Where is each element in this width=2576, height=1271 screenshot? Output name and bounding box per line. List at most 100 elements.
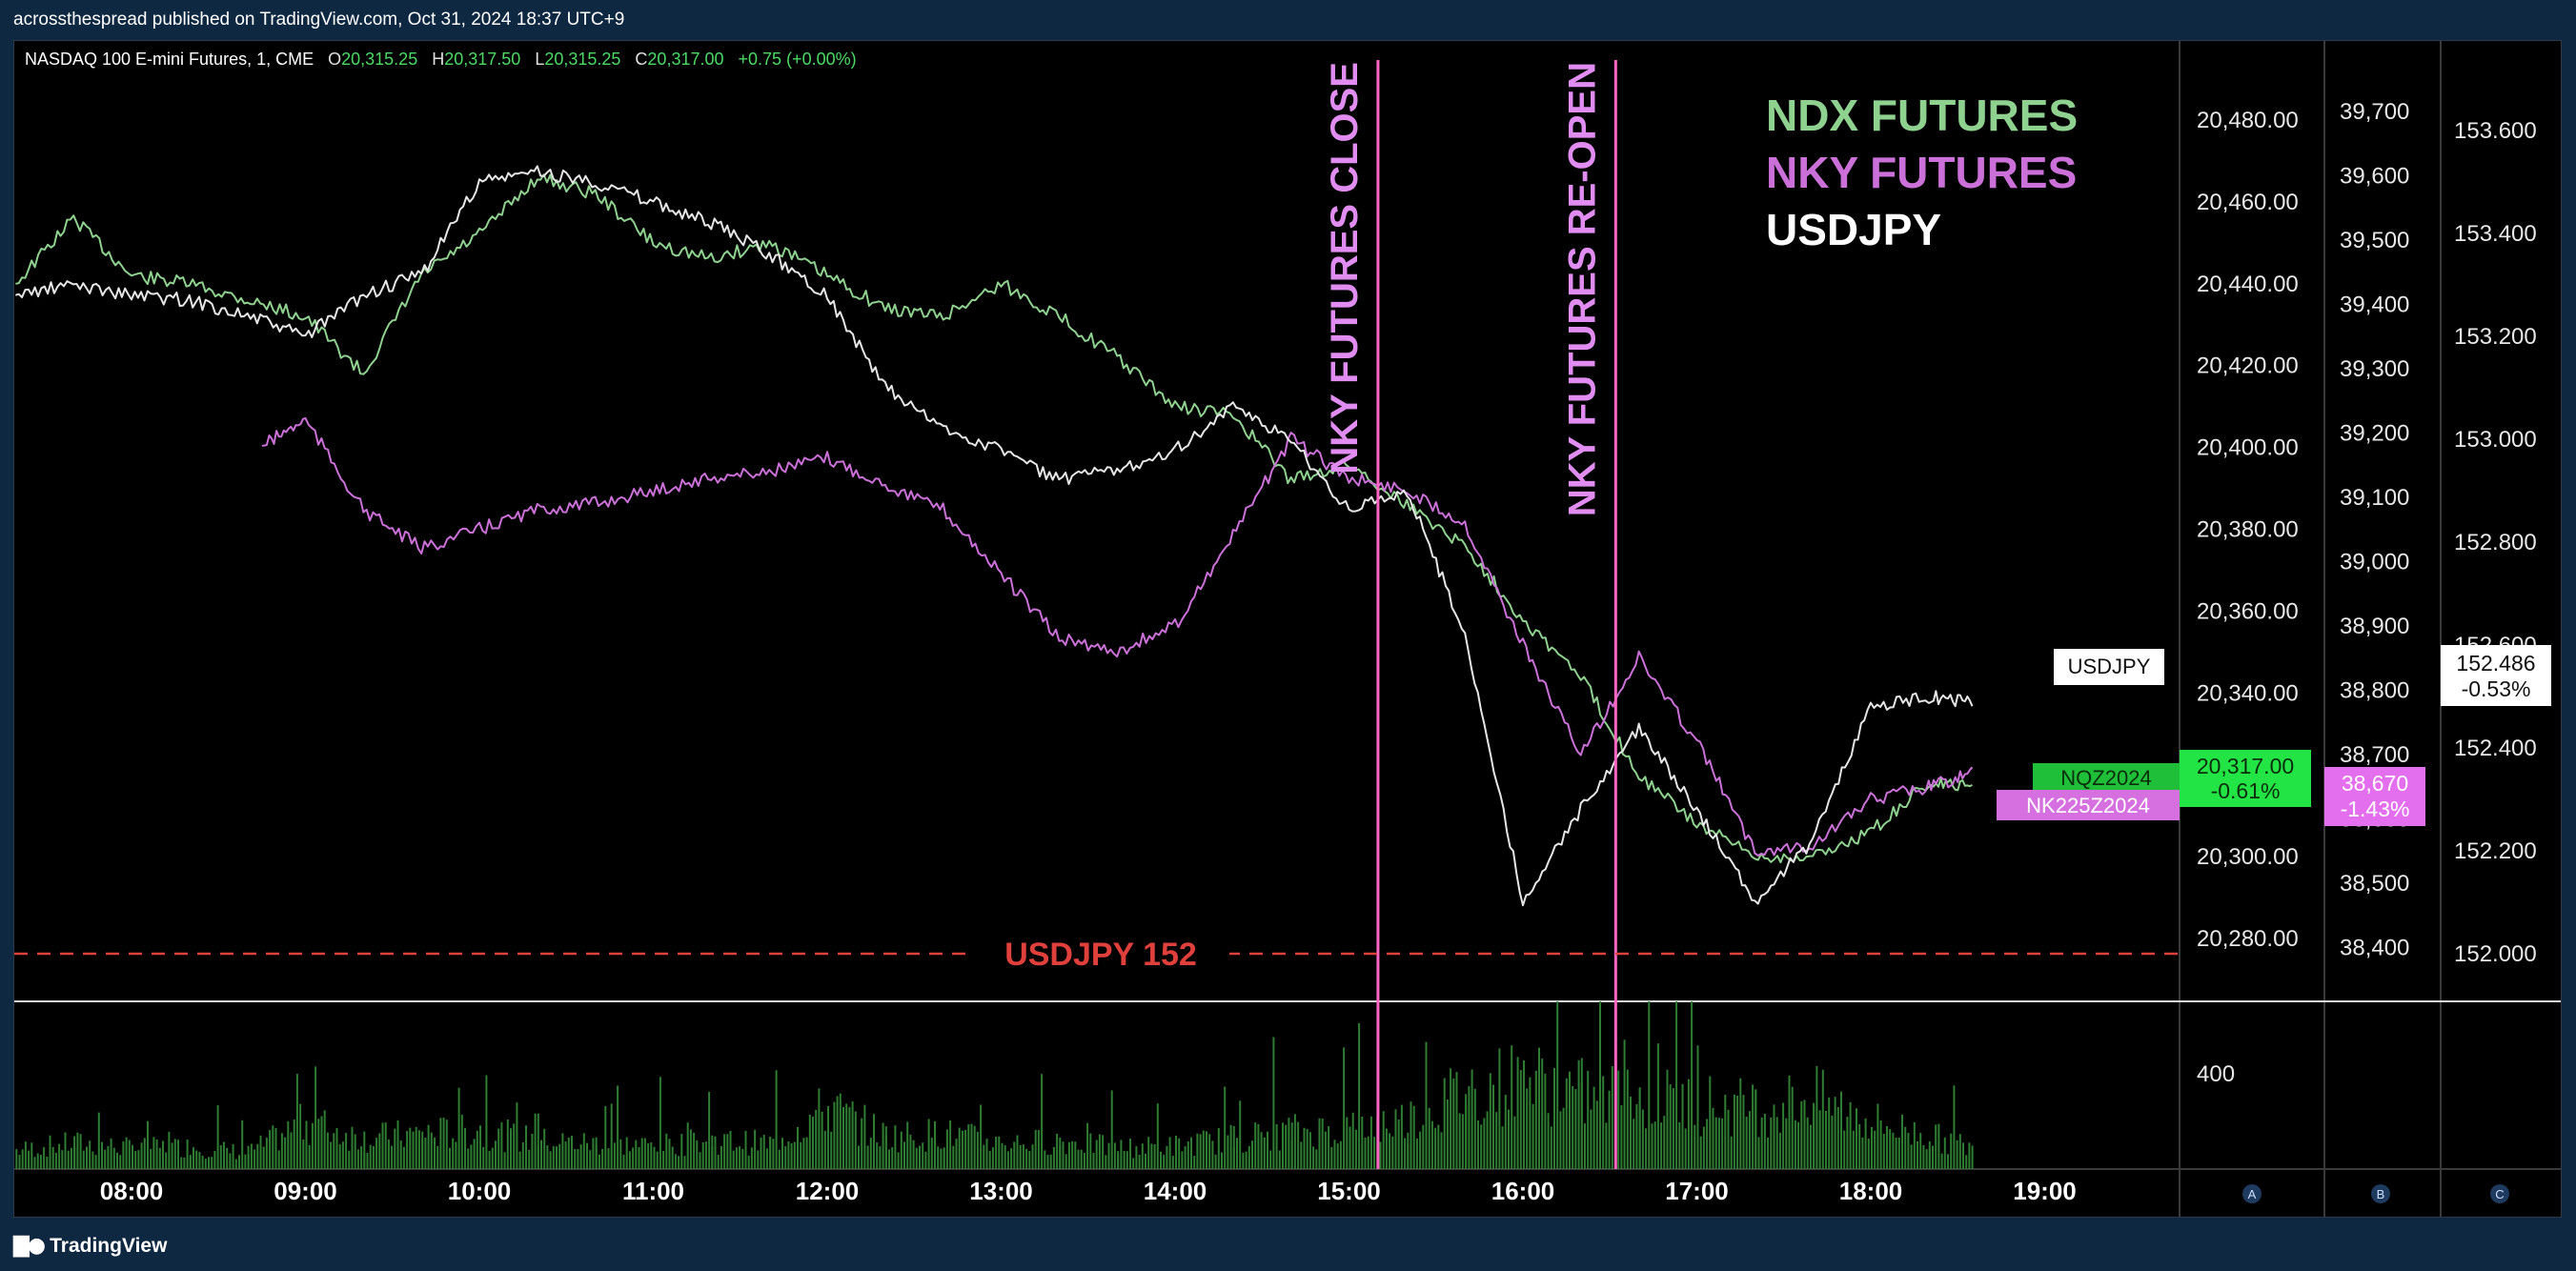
volume-bar <box>781 1138 783 1169</box>
volume-bar <box>1489 1073 1491 1169</box>
volume-bar <box>369 1144 372 1169</box>
volume-bar <box>866 1145 869 1169</box>
axis-b-tick: 39,100 <box>2340 485 2409 511</box>
nq-last-price-box: 20,317.00 -0.61% <box>2180 750 2311 807</box>
volume-bar <box>1430 1120 1433 1169</box>
volume-bar <box>201 1155 204 1169</box>
axis-c-tick: 152.800 <box>2454 530 2537 555</box>
volume-bar <box>1308 1132 1311 1169</box>
time-tick: 10:00 <box>448 1177 512 1205</box>
volume-bar <box>1760 1117 1763 1169</box>
volume-bar <box>1775 1117 1778 1169</box>
axis-b-button[interactable]: B <box>2371 1184 2390 1203</box>
volume-bar <box>1269 1150 1272 1169</box>
volume-bar <box>607 1148 610 1169</box>
volume-bar <box>1587 1070 1590 1169</box>
volume-bar <box>76 1132 79 1169</box>
volume-bar <box>1864 1118 1867 1169</box>
volume-bar <box>284 1137 287 1169</box>
volume-bar <box>1727 1109 1730 1169</box>
volume-bar <box>1145 1154 1146 1169</box>
volume-bar <box>495 1140 497 1169</box>
volume-bar <box>54 1152 57 1169</box>
volume-bar <box>589 1150 592 1169</box>
volume-bar <box>701 1142 704 1169</box>
volume-bar <box>24 1141 27 1169</box>
volume-bar <box>1333 1140 1336 1169</box>
volume-bar <box>244 1154 247 1169</box>
volume-bar <box>622 1154 625 1169</box>
volume-bar <box>415 1126 417 1169</box>
volume-bar <box>409 1127 412 1169</box>
volume-bar <box>1156 1103 1159 1169</box>
volume-bar <box>323 1110 326 1169</box>
volume-bar <box>1562 1107 1565 1169</box>
axis-b-tick: 38,500 <box>2340 871 2409 897</box>
volume-bar <box>1354 1129 1357 1169</box>
volume-bar <box>571 1136 573 1169</box>
volume-bar <box>1245 1151 1247 1169</box>
axis-b-tick: 39,600 <box>2340 163 2409 189</box>
volume-bar <box>1852 1130 1855 1169</box>
volume-bar <box>518 1151 521 1169</box>
axis-a-button[interactable]: A <box>2242 1184 2262 1203</box>
volume-bar <box>1400 1104 1403 1169</box>
volume-bar <box>1315 1149 1318 1169</box>
volume-bar <box>842 1106 844 1169</box>
volume-bar <box>549 1151 552 1169</box>
chart-svg[interactable]: NKY FUTURES CLOSE NKY FUTURES RE-OPEN USDJ… <box>14 41 2562 1218</box>
volume-bar <box>582 1133 585 1169</box>
high-value: 20,317.50 <box>444 50 521 69</box>
series-ndx-futures <box>15 173 1973 864</box>
volume-bar <box>479 1125 481 1169</box>
chart-frame[interactable]: NKY FUTURES CLOSE NKY FUTURES RE-OPEN USDJ… <box>13 40 2562 1218</box>
price-axes: 20,480.00 20,460.00 20,440.00 20,420.00 20,4… <box>2197 99 2537 1087</box>
volume-bar <box>949 1120 952 1169</box>
volume-bar <box>686 1122 689 1169</box>
volume-bar <box>1828 1097 1831 1169</box>
volume-bar <box>1556 1001 1559 1169</box>
volume-bar <box>1468 1086 1471 1169</box>
nk-last-change: -1.43% <box>2341 797 2410 821</box>
volume-bar <box>262 1146 265 1169</box>
volume-bar <box>525 1125 527 1169</box>
volume-bar <box>1300 1141 1303 1169</box>
volume-bar <box>1592 1086 1595 1169</box>
volume-bar <box>1874 1130 1876 1169</box>
volume-bar <box>1263 1137 1266 1169</box>
volume-bar <box>650 1142 653 1169</box>
volume-bar <box>277 1150 280 1169</box>
volume-bar <box>391 1145 394 1169</box>
volume-bar <box>1288 1118 1290 1169</box>
volume-bar <box>1120 1140 1123 1169</box>
volume-bar <box>1105 1155 1107 1169</box>
volume-bar <box>1565 1078 1568 1169</box>
volume-bar <box>823 1130 826 1169</box>
volume-bar <box>1495 1112 1498 1169</box>
axis-c-button[interactable]: C <box>2490 1184 2509 1203</box>
volume-bar <box>861 1118 863 1169</box>
volume-bar <box>513 1123 516 1169</box>
ohlc-legend: NASDAQ 100 E-mini Futures, 1, CME O20,31… <box>25 50 857 70</box>
series-lines <box>14 165 1974 907</box>
volume-bar <box>1473 1088 1476 1169</box>
volume-bar <box>1675 1001 1678 1169</box>
volume-axis-tick: 400 <box>2197 1061 2235 1087</box>
volume-bar <box>863 1104 866 1169</box>
volume-bar <box>269 1129 272 1169</box>
axis-c-tick: 153.400 <box>2454 221 2537 247</box>
volume-bar <box>1272 1037 1275 1169</box>
volume-bar <box>1236 1138 1238 1169</box>
axis-c-tick: 152.200 <box>2454 838 2537 864</box>
volume-bar <box>1626 1069 1629 1169</box>
tradingview-footer[interactable]: ▇● TradingView <box>13 1234 167 1258</box>
volume-bar <box>61 1150 64 1169</box>
axis-a-tick: 20,460.00 <box>2197 190 2299 215</box>
volume-bar <box>107 1145 110 1169</box>
volume-bar <box>1123 1150 1126 1169</box>
volume-bar <box>790 1142 793 1169</box>
volume-bar <box>1782 1102 1785 1169</box>
volume-bar <box>1498 1048 1501 1169</box>
volume-bar <box>1282 1122 1284 1169</box>
volume-bar <box>295 1074 298 1169</box>
